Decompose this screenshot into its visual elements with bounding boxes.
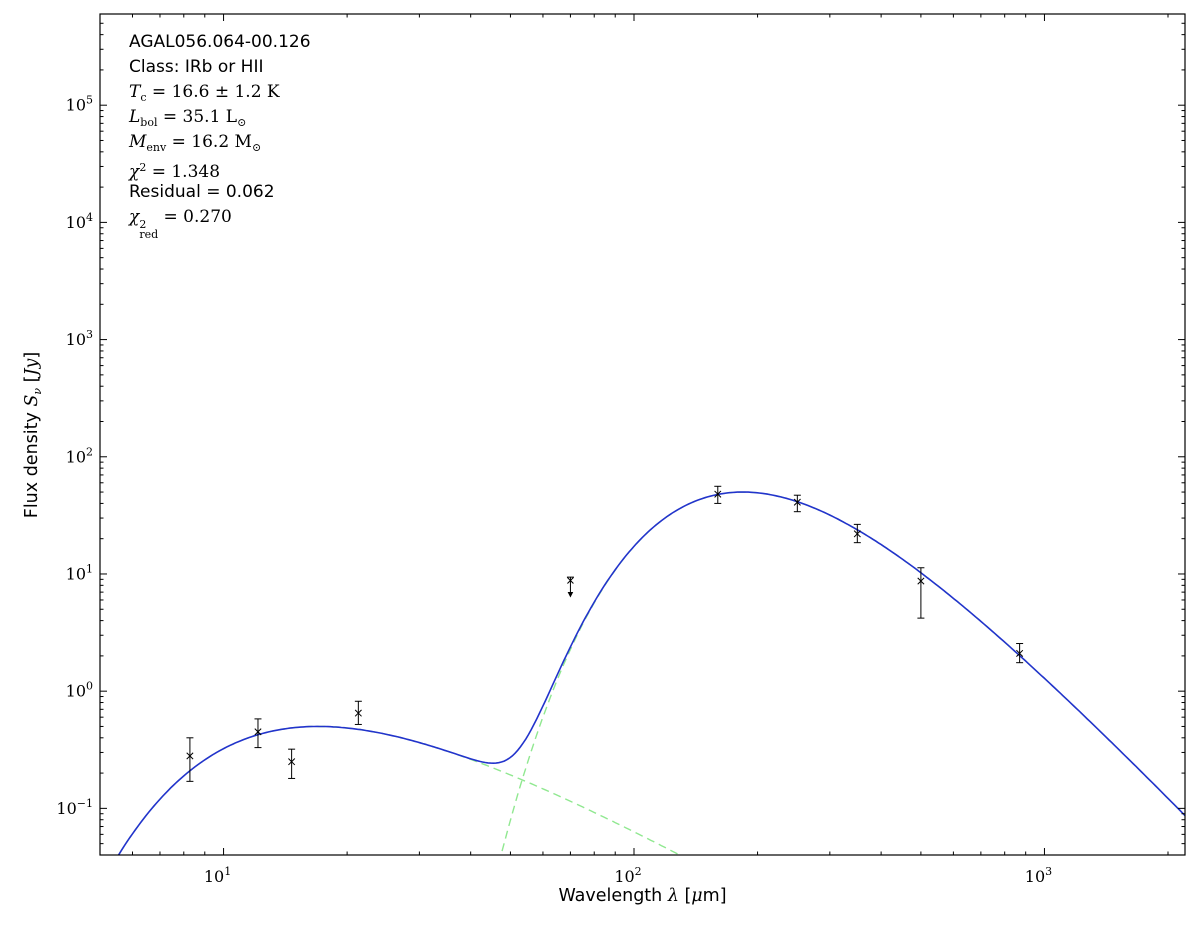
y-tick-label: 10−1 [56,797,93,818]
text-segment: μ [691,886,703,906]
text-segment: = 1.348 [146,162,221,182]
annotation-line: Residual = 0.062 [129,180,311,205]
y-tick-label: 102 [66,445,93,466]
text-segment: Wavelength [558,886,668,906]
text-segment: Jy [22,358,43,375]
text-segment: env [146,141,167,154]
text-segment: bol [140,116,158,129]
upper-limit-marker [566,576,574,598]
text-segment: [ [22,374,43,388]
stacked-subsuperscript: 2 red [139,218,159,241]
axes-frame [99,13,1186,856]
data-point [1016,643,1024,664]
text-segment: m] [702,886,727,906]
x-tick-label: 101 [204,865,231,886]
data-point [288,748,296,779]
annotation-line: χ2 = 1.348 [129,155,311,182]
text-segment: c [140,91,147,104]
text-segment: Flux density [22,406,43,518]
tick-labels: 101 102 103 10−1 100 101 102 103 104 105 [56,94,1052,886]
annotation-line: Class: IRb or HII [129,55,311,80]
text-segment: χ [129,207,140,227]
text-segment: Class: IRb or HII [129,57,264,77]
photometry-points [186,485,1024,782]
annotation-line: AGAL056.064-00.126 [129,30,311,55]
text-segment: ν [31,387,45,395]
y-tick-label: 104 [66,211,93,232]
model-fit-curve [117,491,1185,855]
data-point [917,567,925,619]
text-segment: [ [678,886,692,906]
annotation-line: Menv = 16.2 M⊙ [129,130,311,155]
y-tick-label: 101 [66,562,93,583]
text-segment: Residual = 0.062 [129,182,275,202]
text-segment: M [129,132,147,152]
y-tick-label: 100 [66,680,93,701]
text-segment: AGAL056.064-00.126 [129,32,311,52]
y-axis-label-wrap: Flux density Sν [Jy] [12,14,54,855]
y-tick-label: 105 [66,94,93,115]
text-segment: ] [22,351,43,359]
text-segment: = 16.6 ± 1.2 K [146,82,280,102]
x-tick-label: 103 [1025,865,1052,886]
text-segment: ⊙ [237,116,247,129]
text-segment: L [129,107,141,127]
data-point [714,485,722,504]
data-point [853,523,861,544]
text-segment: λ [667,886,679,906]
x-axis-label: Wavelength λ [μm] [100,886,1185,906]
annotation-line: χ 2 red = 0.270 [129,205,311,239]
y-axis-label: Flux density Sν [Jy] [22,351,44,517]
text-segment: ⊙ [251,141,262,154]
y-tick-label: 103 [66,328,93,349]
annotation-line: Tc = 16.6 ± 1.2 K [129,80,311,105]
data-point [254,718,262,749]
cold-component-curve [500,491,1185,855]
fit-parameters-annotation: AGAL056.064-00.126 Class: IRb or HII Tc = … [129,30,311,239]
data-point [186,737,194,782]
x-tick-label: 102 [614,865,641,886]
text-segment: = 0.270 [158,207,232,227]
annotation-line: Lbol = 35.1 L⊙ [129,105,311,130]
text-segment: T [129,82,141,102]
text-segment: S [22,394,43,407]
data-point [354,700,362,725]
data-point [793,494,801,513]
text-segment: = 16.2 M [166,132,252,152]
text-segment: χ [129,162,140,182]
text-segment: 2 [139,161,147,174]
text-segment: = 35.1 L [157,107,238,127]
